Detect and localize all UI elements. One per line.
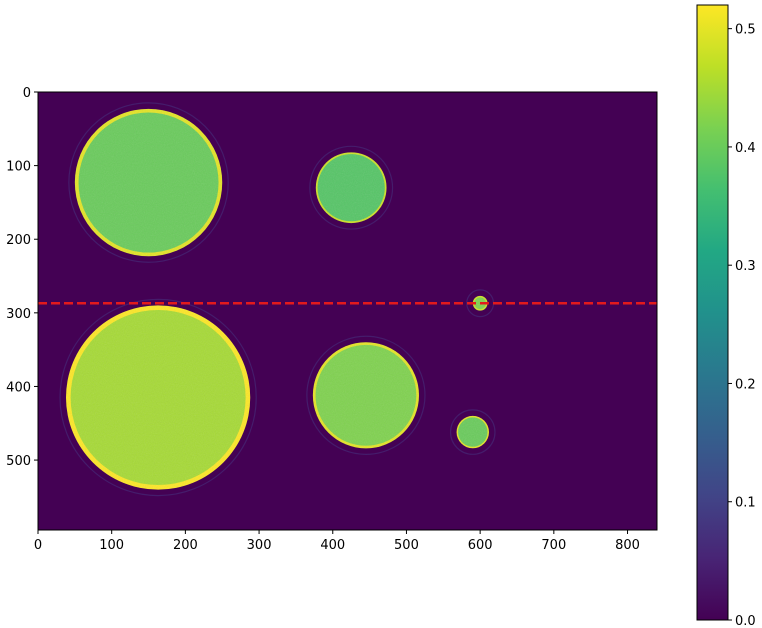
y-tick-label: 300 bbox=[6, 307, 31, 322]
x-tick-label: 800 bbox=[615, 538, 640, 553]
y-tick-label: 500 bbox=[6, 454, 31, 469]
y-tick-label: 400 bbox=[6, 380, 31, 395]
colorbar-tick-label: 0.1 bbox=[735, 496, 756, 511]
colorbar-tick-label: 0.5 bbox=[735, 23, 756, 38]
disk-texture bbox=[456, 415, 489, 449]
x-tick-label: 200 bbox=[173, 538, 198, 553]
heatmap-disk bbox=[59, 298, 257, 497]
x-tick-label: 300 bbox=[247, 538, 272, 553]
disk-halo bbox=[309, 145, 394, 230]
heatmap-disk bbox=[306, 335, 426, 455]
disk-texture bbox=[74, 108, 223, 257]
x-tick-label: 400 bbox=[320, 538, 345, 553]
disk-halo bbox=[449, 409, 496, 455]
x-tick-label: 600 bbox=[468, 538, 493, 553]
heatmap-plot-area bbox=[37, 91, 658, 531]
disk-texture bbox=[312, 342, 419, 449]
plot-frame bbox=[37, 91, 658, 531]
colorbar-tick-label: 0.0 bbox=[735, 614, 756, 628]
colorbar-tick-label: 0.4 bbox=[735, 141, 756, 156]
heatmap-disks bbox=[59, 102, 496, 497]
colorbar-tick-label: 0.2 bbox=[735, 377, 756, 392]
disk-halo bbox=[68, 102, 229, 263]
x-tick-label: 100 bbox=[99, 538, 124, 553]
x-tick-label: 0 bbox=[34, 538, 42, 553]
x-tick-label: 500 bbox=[394, 538, 419, 553]
disk-halo bbox=[306, 335, 426, 455]
y-axis: 0 100 200 300 400 500 bbox=[6, 86, 38, 469]
x-tick-label: 700 bbox=[541, 538, 566, 553]
disk-texture bbox=[66, 305, 251, 490]
colorbar: 0.0 0.1 0.2 0.3 0.4 0.5 bbox=[696, 4, 756, 628]
disk-halo bbox=[59, 298, 257, 497]
disk-texture bbox=[315, 152, 387, 224]
colorbar-tick-label: 0.3 bbox=[735, 259, 756, 274]
y-tick-label: 200 bbox=[6, 233, 31, 248]
colorbar-gradient bbox=[696, 4, 729, 621]
heatmap-disk bbox=[449, 409, 496, 455]
y-tick-label: 100 bbox=[6, 160, 31, 175]
y-tick-label: 0 bbox=[23, 86, 31, 101]
heatmap-disk bbox=[309, 145, 394, 230]
heatmap-disk bbox=[68, 102, 229, 263]
x-axis: 0 100 200 300 400 500 600 700 800 bbox=[34, 530, 640, 553]
colorbar-axis: 0.0 0.1 0.2 0.3 0.4 0.5 bbox=[728, 23, 756, 628]
